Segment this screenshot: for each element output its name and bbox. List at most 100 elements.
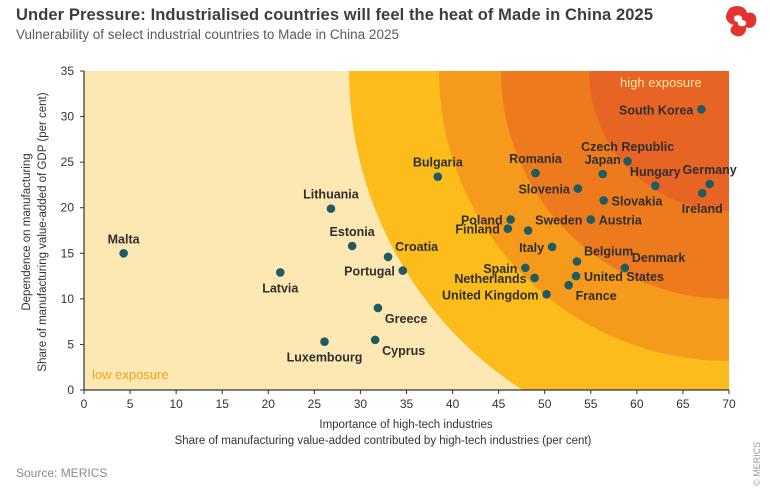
scatter-chart: high exposure low exposure 0 5 10 15 20 25 30 3…	[21, 64, 737, 447]
y-tick-label: 5	[67, 337, 74, 351]
y-tick-label: 35	[61, 64, 75, 78]
axis-titles: Importance of high-tech industries Share…	[21, 92, 592, 447]
x-tick-label: 30	[354, 397, 368, 411]
label-latvia: Latvia	[262, 281, 299, 295]
point-finland	[503, 224, 513, 233]
label-spain: Spain	[483, 262, 517, 276]
y-tick-label: 20	[61, 201, 75, 215]
label-france: France	[576, 289, 617, 303]
x-tick-label: 5	[127, 397, 134, 411]
chart-title: Under Pressure: Industrialised countries…	[16, 6, 654, 24]
y-tick-label: 25	[61, 155, 75, 169]
axes: 0 5 10 15 20 25 30 35 40 45 50 55 60 65 70 0 5 10 15 20 25 30…	[61, 64, 736, 411]
label-italy: Italy	[519, 241, 544, 255]
y-axis-title: Dependence on manufacturing	[21, 153, 33, 310]
x-tick-label: 45	[492, 397, 506, 411]
point-netherlands	[530, 273, 539, 283]
zone-very-high	[589, 71, 729, 211]
source-note: Source: MERICS	[16, 466, 108, 480]
label-united-states: United States	[584, 270, 664, 284]
label-poland: Poland	[461, 214, 503, 228]
point-france	[564, 280, 573, 290]
y-tick-label: 30	[61, 110, 75, 124]
point-sweden	[523, 226, 533, 235]
point-bulgaria	[433, 172, 443, 182]
point-spain	[521, 263, 530, 273]
exposure-zones	[84, 71, 729, 390]
label-greece: Greece	[385, 312, 427, 326]
point-japan	[598, 169, 608, 179]
label-ireland: Ireland	[682, 202, 723, 216]
x-tick-label: 0	[81, 397, 88, 411]
data-points: Malta Latvia Lithuania Luxembourg Estonia Gre…	[108, 103, 737, 364]
point-united-states	[571, 271, 581, 281]
x-tick-label: 15	[216, 397, 230, 411]
point-malta	[119, 248, 128, 258]
point-poland	[506, 215, 515, 224]
label-slovakia: Slovakia	[612, 194, 664, 208]
point-greece	[373, 303, 383, 313]
high-exposure-label: high exposure	[620, 75, 702, 90]
label-austria: Austria	[599, 214, 643, 228]
low-exposure-label: low exposure	[92, 367, 169, 382]
point-denmark	[620, 263, 630, 273]
x-tick-label: 55	[584, 397, 598, 411]
label-croatia: Croatia	[395, 240, 439, 254]
x-tick-label: 50	[538, 397, 552, 411]
label-denmark: Denmark	[632, 251, 686, 265]
label-lithuania: Lithuania	[303, 188, 360, 202]
label-romania: Romania	[509, 152, 563, 166]
point-portugal	[398, 266, 408, 275]
point-slovakia	[599, 196, 608, 205]
point-luxembourg	[320, 337, 329, 346]
label-japan: Japan	[585, 153, 621, 167]
point-germany	[705, 179, 714, 189]
label-slovenia: Slovenia	[518, 183, 570, 197]
y-tick-label: 15	[61, 246, 75, 260]
x-tick-label: 65	[676, 397, 690, 411]
label-estonia: Estonia	[330, 225, 376, 239]
point-italy	[547, 242, 557, 252]
label-finland: Finland	[455, 223, 499, 237]
point-cyprus	[370, 335, 380, 345]
x-tick-label: 25	[308, 397, 322, 411]
x-tick-label: 60	[630, 397, 644, 411]
label-hungary: Hungary	[630, 165, 681, 179]
point-slovenia	[573, 184, 583, 193]
y-tick-label: 0	[67, 383, 74, 397]
point-united-kingdom	[542, 290, 551, 299]
point-hungary	[650, 181, 660, 191]
point-lithuania	[326, 204, 336, 213]
point-czech-republic	[623, 156, 632, 166]
x-tick-label: 20	[262, 397, 276, 411]
y-tick-label: 10	[61, 292, 75, 306]
label-cyprus: Cyprus	[382, 344, 425, 358]
point-ireland	[697, 188, 707, 198]
point-estonia	[347, 241, 357, 251]
x-axis-subtitle: Share of manufacturing value-added contr…	[175, 435, 592, 447]
label-bulgaria: Bulgaria	[413, 156, 464, 170]
point-south-korea	[697, 104, 706, 114]
chart-subtitle: Vulnerability of select industrial count…	[16, 27, 399, 42]
y-axis-subtitle: Share of manufacturing value-added of GD…	[37, 92, 49, 371]
label-germany: Germany	[683, 163, 737, 177]
x-tick-label: 40	[446, 397, 460, 411]
label-portugal: Portugal	[344, 265, 395, 279]
point-austria	[586, 215, 596, 224]
x-axis-title: Importance of high-tech industries	[319, 419, 492, 431]
label-united-kingdom: United Kingdom	[442, 288, 539, 302]
x-tick-label: 10	[169, 397, 183, 411]
x-tick-label: 35	[400, 397, 414, 411]
label-netherlands: Netherlands	[454, 272, 526, 286]
x-tick-label: 70	[722, 397, 736, 411]
copyright-note: © MERICS	[752, 441, 762, 486]
label-south-korea: South Korea	[619, 103, 694, 117]
label-luxembourg: Luxembourg	[287, 351, 363, 365]
merics-logo-icon	[725, 5, 757, 37]
point-croatia	[383, 252, 393, 262]
point-latvia	[275, 268, 285, 277]
label-belgium: Belgium	[584, 244, 633, 258]
label-czech-republic: Czech Republic	[581, 140, 674, 154]
point-romania	[531, 168, 540, 178]
label-malta: Malta	[108, 232, 141, 246]
